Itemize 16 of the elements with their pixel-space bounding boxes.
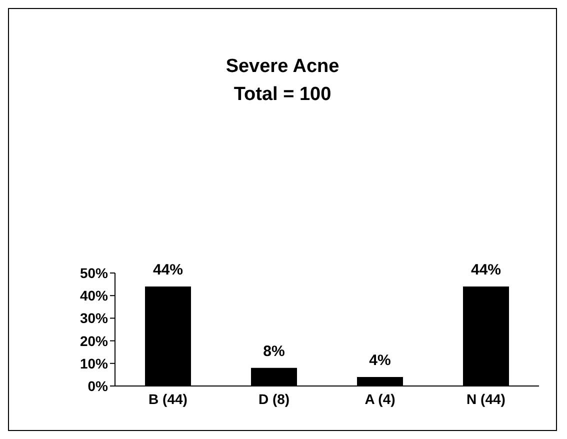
y-tick-label: 30%	[80, 310, 109, 326]
y-tick-label: 50%	[80, 264, 109, 281]
chart-title: Severe Acne	[224, 55, 340, 79]
x-tick-label: D (8)	[258, 390, 290, 407]
y-tick-label: 0%	[88, 378, 109, 394]
y-tick-label: 10%	[80, 355, 109, 372]
data-label: 8%	[263, 342, 285, 360]
x-tick-label: A (4)	[364, 390, 396, 407]
x-tick-label: N (44)	[466, 390, 506, 407]
y-tick-label: 20%	[80, 332, 109, 349]
data-label: 4%	[369, 352, 391, 369]
x-tick-label: B (44)	[148, 390, 188, 407]
y-tick-label: 40%	[80, 288, 109, 304]
chart-subtitle: Total = 100	[232, 83, 332, 107]
data-label: 44%	[470, 262, 502, 279]
data-label: 44%	[152, 262, 184, 279]
